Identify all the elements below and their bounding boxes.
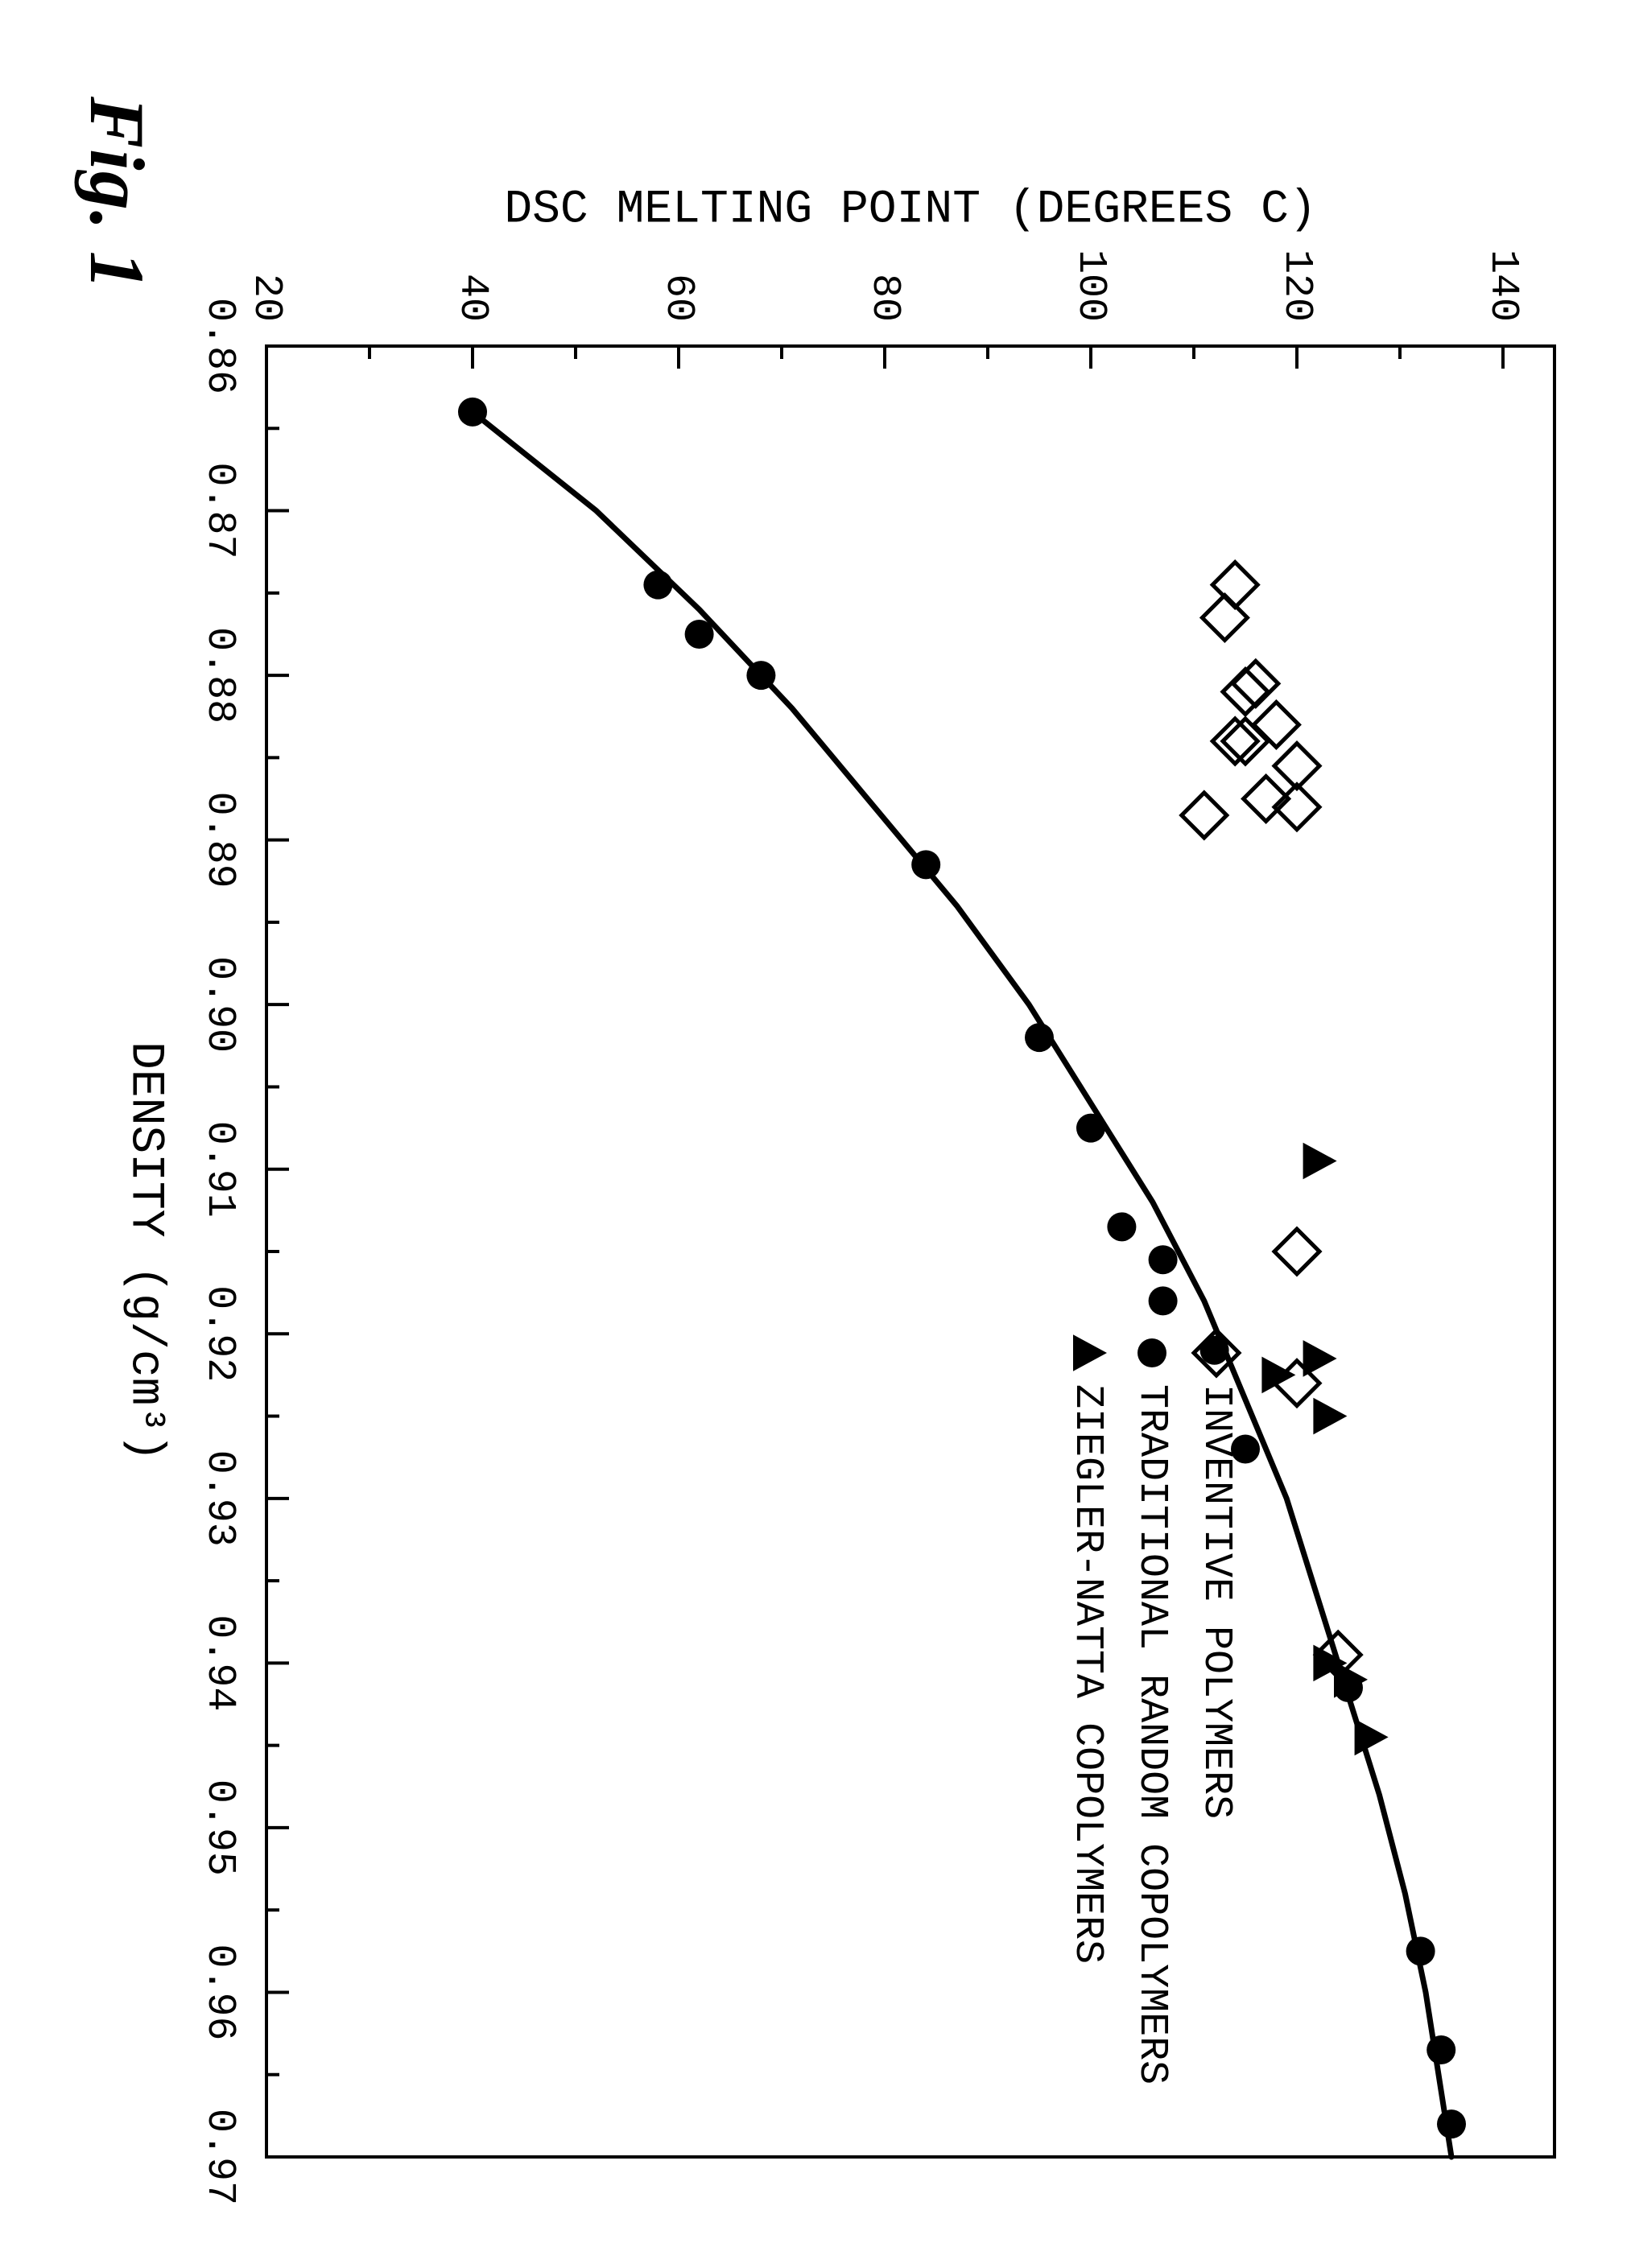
x-axis-label: DENSITY (g/cm³) bbox=[119, 1041, 171, 1462]
x-tick-label: 0.91 bbox=[196, 1121, 242, 1218]
x-tick-label: 0.90 bbox=[196, 956, 242, 1053]
marker-traditional bbox=[685, 620, 714, 649]
legend-label-inventive: INVENTIVE POLYMERS bbox=[1193, 1384, 1239, 1819]
y-tick-label: 20 bbox=[243, 274, 289, 322]
x-tick-label: 0.93 bbox=[196, 1450, 242, 1547]
y-axis-label: DSC MELTING POINT (DEGREES C) bbox=[504, 184, 1316, 236]
marker-traditional bbox=[458, 398, 487, 427]
x-tick-label: 0.86 bbox=[196, 298, 242, 394]
marker-traditional bbox=[1107, 1212, 1136, 1241]
y-tick-label: 100 bbox=[1067, 249, 1113, 322]
x-tick-label: 0.88 bbox=[196, 627, 242, 724]
x-tick-label: 0.89 bbox=[196, 792, 242, 889]
chart-container: 0.86 0.87 0.88 0.89 0.90 0.91 0.92 0.93 0.94 0.95… bbox=[0, 0, 1635, 2268]
x-tick-label: 0.94 bbox=[196, 1614, 242, 1711]
marker-traditional bbox=[1025, 1023, 1054, 1052]
x-tick-label: 0.96 bbox=[196, 1944, 242, 2040]
legend-label-traditional: TRADITIONAL RANDOM COPOLYMERS bbox=[1129, 1384, 1175, 2084]
figure-label: Fig. 1 bbox=[72, 97, 162, 291]
marker-traditional bbox=[1149, 1245, 1178, 1274]
marker-traditional bbox=[643, 571, 672, 600]
y-tick-label: 40 bbox=[449, 274, 495, 322]
legend-marker-traditional bbox=[1137, 1338, 1166, 1367]
chart-panel: 0.86 0.87 0.88 0.89 0.90 0.91 0.92 0.93 0.94 0.95… bbox=[0, 0, 1635, 2268]
marker-traditional bbox=[1437, 2109, 1466, 2138]
y-tick-label: 140 bbox=[1480, 249, 1526, 322]
y-tick-label: 80 bbox=[861, 274, 907, 322]
marker-traditional bbox=[1426, 2035, 1455, 2064]
y-tick-label: 60 bbox=[655, 274, 701, 322]
x-tick-label: 0.97 bbox=[196, 2109, 242, 2205]
scatter-plot: 0.86 0.87 0.88 0.89 0.90 0.91 0.92 0.93 0.94 0.95… bbox=[0, 0, 1635, 2268]
legend-label-ziegler: ZIEGLER-NATTA COPOLYMERS bbox=[1064, 1384, 1110, 1964]
x-tick-label: 0.92 bbox=[196, 1285, 242, 1382]
marker-traditional bbox=[911, 850, 940, 879]
marker-traditional bbox=[1406, 1936, 1435, 1965]
marker-traditional bbox=[1076, 1114, 1105, 1143]
x-tick-label: 0.87 bbox=[196, 463, 242, 559]
marker-traditional bbox=[746, 661, 775, 690]
chart-bg bbox=[0, 0, 1635, 2268]
x-tick-label: 0.95 bbox=[196, 1779, 242, 1876]
page: 0.86 0.87 0.88 0.89 0.90 0.91 0.92 0.93 0.94 0.95… bbox=[0, 0, 1635, 2268]
y-tick-label: 120 bbox=[1274, 249, 1319, 322]
marker-traditional bbox=[1149, 1286, 1178, 1315]
